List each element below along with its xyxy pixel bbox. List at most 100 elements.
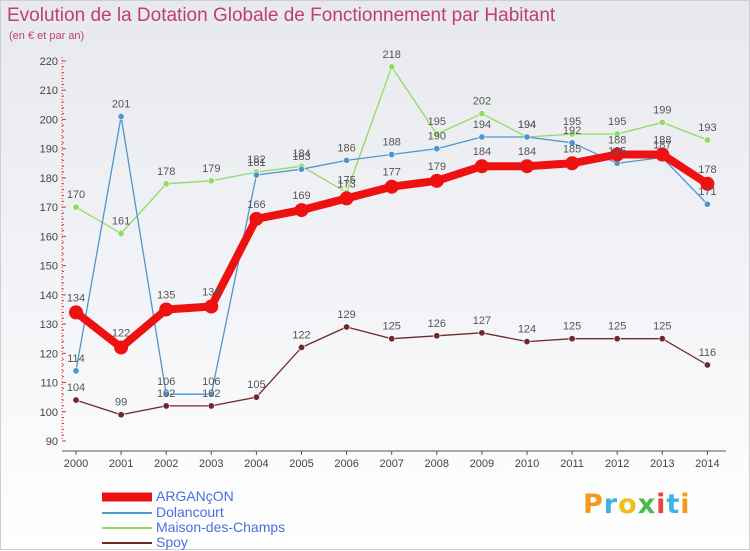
x-tick-label: 2002: [154, 458, 178, 470]
data-label-spoy-2005: 122: [292, 329, 310, 341]
point-argan-on-2014: [700, 176, 715, 191]
point-spoy-2007: [388, 335, 396, 343]
data-label-spoy-2001: 99: [115, 397, 127, 409]
y-tick-label: 120: [40, 348, 58, 360]
data-label-maison-des-champs-2011: 195: [563, 116, 581, 128]
data-label-dolancourt-2002: 106: [157, 376, 175, 388]
data-label-spoy-2007: 125: [383, 321, 401, 333]
legend-swatch-arganc: [102, 492, 152, 502]
x-tick-label: 2009: [470, 458, 494, 470]
data-label-maison-des-champs-2002: 178: [157, 166, 175, 178]
point-argan-on-2011: [565, 156, 580, 171]
point-argan-on-2006: [339, 191, 354, 206]
proxiti-logo: Proxiti: [583, 489, 691, 520]
point-maison-des-champs-2000: [72, 203, 80, 211]
x-tick-label: 2005: [289, 458, 313, 470]
data-label-spoy-2013: 125: [653, 321, 671, 333]
point-maison-des-champs-2013: [658, 118, 666, 126]
point-argan-on-2001: [114, 340, 129, 355]
legend-swatch-spoy: [102, 542, 152, 544]
chart-title: Evolution de la Dotation Globale de Fonc…: [7, 5, 556, 26]
chart-subtitle: (en € et par an): [9, 30, 85, 42]
x-tick-label: 2014: [695, 458, 719, 470]
y-tick-label: 90: [46, 436, 58, 448]
y-tick-label: 190: [40, 144, 58, 156]
point-argan-on-2005: [294, 203, 309, 218]
point-spoy-2006: [343, 323, 351, 331]
data-label-spoy-2014: 116: [699, 347, 717, 359]
point-dolancourt-2000: [72, 367, 80, 375]
data-label-spoy-2000: 104: [67, 382, 85, 394]
y-tick-label: 110: [40, 378, 58, 390]
point-argan-on-2000: [69, 305, 83, 320]
data-label-dolancourt-2009: 194: [473, 119, 491, 131]
data-label-spoy-2008: 126: [428, 318, 446, 330]
y-tick-label: 100: [40, 407, 58, 419]
data-label-argan-on-2004: 166: [247, 199, 265, 211]
x-tick-label: 2013: [650, 458, 674, 470]
point-dolancourt-2006: [343, 156, 351, 164]
data-label-dolancourt-2003: 106: [202, 376, 220, 388]
data-label-dolancourt-2011: 192: [563, 125, 581, 137]
point-argan-on-2010: [520, 159, 534, 174]
legend-label-spoy: Spoy: [156, 534, 188, 550]
data-label-dolancourt-2004: 181: [247, 157, 265, 169]
x-tick-label: 2006: [334, 458, 358, 470]
point-dolancourt-2014: [703, 200, 711, 208]
data-label-argan-on-2014: 178: [698, 164, 716, 176]
point-maison-des-champs-2012: [613, 130, 621, 138]
data-label-maison-des-champs-2003: 179: [202, 163, 220, 175]
legend-label-arganc: ARGANçON: [156, 488, 234, 504]
data-label-maison-des-champs-2012: 195: [608, 116, 626, 128]
data-label-maison-des-champs-2006: 175: [337, 175, 355, 187]
point-argan-on-2012: [610, 147, 625, 162]
point-dolancourt-2009: [478, 133, 486, 141]
data-label-argan-on-2010: 184: [518, 146, 536, 158]
data-label-maison-des-champs-2007: 218: [383, 49, 401, 61]
data-label-dolancourt-2006: 186: [337, 142, 355, 154]
data-label-spoy-2011: 125: [563, 321, 581, 333]
legend-swatch-dolancourt: [102, 512, 152, 514]
point-argan-on-2013: [655, 147, 670, 162]
point-dolancourt-2008: [433, 145, 441, 153]
point-maison-des-champs-2009: [478, 110, 486, 118]
logo-letter: i: [680, 489, 691, 520]
point-spoy-2000: [72, 396, 80, 404]
y-tick-label: 150: [40, 261, 58, 273]
data-label-dolancourt-2012: 185: [608, 145, 626, 157]
point-argan-on-2004: [249, 211, 264, 226]
point-spoy-2009: [478, 329, 486, 337]
point-maison-des-champs-2014: [703, 136, 711, 144]
point-spoy-2004: [252, 393, 260, 401]
data-label-argan-on-2006: 173: [337, 178, 355, 190]
x-tick-label: 2008: [425, 458, 449, 470]
legend-label-maison-des-champs: Maison-des-Champs: [156, 519, 286, 535]
x-tick-label: 2003: [199, 458, 223, 470]
point-dolancourt-2002: [162, 390, 170, 398]
point-spoy-2011: [568, 335, 576, 343]
data-label-maison-des-champs-2008: 195: [428, 116, 446, 128]
x-tick-label: 2001: [109, 458, 133, 470]
data-label-dolancourt-2005: 183: [292, 151, 310, 163]
data-label-maison-des-champs-2010: 194: [518, 119, 536, 131]
point-spoy-2012: [613, 335, 621, 343]
logo-letter: x: [637, 489, 657, 520]
point-dolancourt-2004: [252, 171, 260, 179]
logo-letter: P: [583, 489, 604, 520]
point-maison-des-champs-2008: [433, 130, 441, 138]
data-label-dolancourt-2013: 187: [653, 139, 671, 151]
data-label-argan-on-2008: 179: [428, 161, 446, 173]
point-maison-des-champs-2007: [388, 63, 396, 71]
point-dolancourt-2003: [207, 390, 215, 398]
logo-letter: t: [666, 489, 681, 520]
point-maison-des-champs-2011: [568, 130, 576, 138]
data-label-spoy-2003: 102: [202, 388, 220, 400]
data-label-argan-on-2000: 134: [67, 292, 85, 304]
series-layer: [69, 63, 715, 419]
y-tick-label: 220: [40, 56, 58, 68]
point-spoy-2008: [433, 332, 441, 340]
point-dolancourt-2001: [117, 113, 125, 121]
x-tick-label: 2010: [515, 458, 539, 470]
